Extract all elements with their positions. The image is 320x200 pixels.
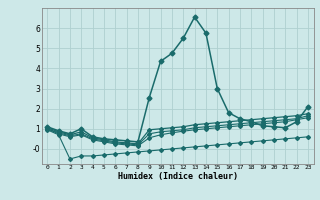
X-axis label: Humidex (Indice chaleur): Humidex (Indice chaleur) <box>118 172 237 181</box>
